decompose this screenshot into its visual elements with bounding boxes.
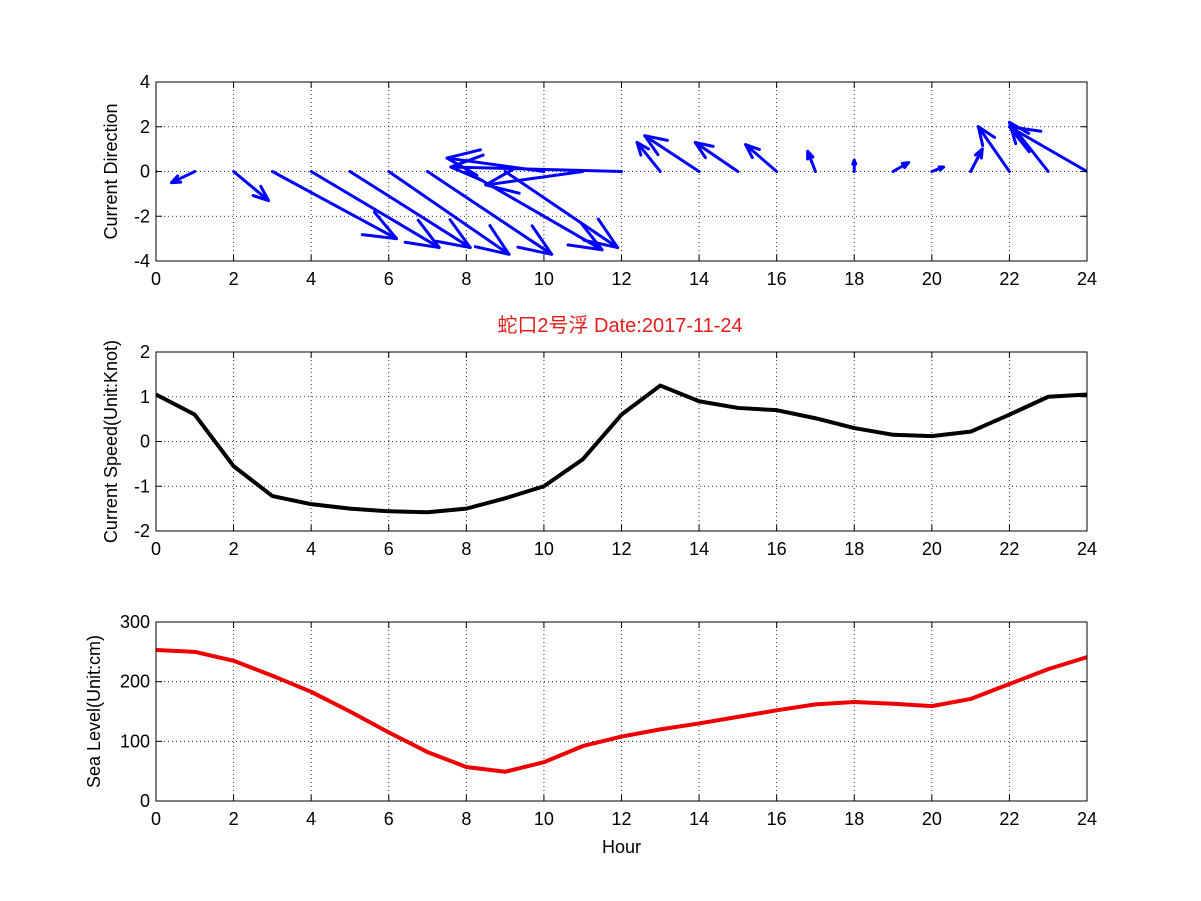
x-tick-label: 24 — [1077, 269, 1097, 289]
x-tick-label: 24 — [1077, 539, 1097, 559]
x-tick-label: 8 — [461, 269, 471, 289]
y-tick-label: 0 — [140, 162, 150, 182]
y-tick-label: 300 — [120, 612, 150, 632]
y-tick-label: -4 — [134, 251, 150, 271]
x-tick-label: 10 — [534, 809, 554, 829]
current-direction-arrows — [156, 120, 1087, 256]
x-tick-label: 0 — [151, 539, 161, 559]
x-tick-label: 2 — [229, 539, 239, 559]
x-tick-label: 14 — [689, 539, 709, 559]
x-tick-label: 22 — [999, 269, 1019, 289]
y-tick-label: -1 — [134, 476, 150, 496]
current-arrow — [744, 143, 779, 173]
current-arrow — [693, 140, 740, 173]
series-line — [156, 648, 1087, 774]
current-arrow — [891, 161, 911, 173]
y-tick-label: 0 — [140, 791, 150, 811]
x-tick-label: 8 — [461, 539, 471, 559]
x-tick-label: 4 — [306, 269, 316, 289]
x-tick-label: 12 — [611, 809, 631, 829]
x-tick-label: 0 — [151, 269, 161, 289]
current-arrow — [635, 140, 662, 173]
sea-level-y-label: Sea Level(Unit:cm) — [84, 635, 104, 788]
x-tick-label: 6 — [384, 269, 394, 289]
x-tick-label: 6 — [384, 539, 394, 559]
x-tick-label: 20 — [922, 539, 942, 559]
current-speed-y-ticks: -2 -1 0 1 2 — [134, 342, 1087, 541]
y-tick-label: -2 — [134, 521, 150, 541]
figure-title: 蛇口2号浮 Date:2017-11-24 — [497, 314, 742, 337]
y-tick-label: 200 — [120, 672, 150, 692]
sea-level-series — [156, 648, 1087, 774]
current-arrow — [387, 170, 511, 256]
current-direction-y-ticks: -4 -2 0 2 4 — [134, 72, 1087, 271]
current-direction-y-label: Current Direction — [101, 103, 121, 239]
current-arrow — [170, 170, 197, 185]
x-tick-label: 24 — [1077, 809, 1097, 829]
series-line — [156, 383, 1087, 515]
x-tick-label: 4 — [306, 539, 316, 559]
current-arrow — [806, 149, 817, 173]
current-arrow — [643, 134, 701, 173]
x-tick-label: 10 — [534, 539, 554, 559]
x-tick-label: 12 — [611, 539, 631, 559]
sea-level-y-ticks: 0 100 200 300 — [120, 612, 1087, 811]
x-tick-label: 20 — [922, 809, 942, 829]
x-tick-label: 2 — [229, 269, 239, 289]
current-arrow — [270, 170, 399, 241]
current-arrow — [976, 125, 1011, 173]
current-arrow — [484, 166, 585, 195]
y-tick-label: 100 — [120, 731, 150, 751]
current-arrow — [449, 153, 623, 183]
current-arrow — [969, 147, 984, 173]
x-tick-label: 10 — [534, 269, 554, 289]
y-tick-label: -2 — [134, 206, 150, 226]
current-speed-x-ticks: 0 2 4 6 8 10 12 14 16 18 20 22 24 — [151, 352, 1097, 559]
x-tick-label: 18 — [844, 539, 864, 559]
current-arrow — [348, 170, 472, 250]
x-tick-label: 22 — [999, 539, 1019, 559]
x-tick-label: 16 — [767, 269, 787, 289]
x-tick-label: 0 — [151, 809, 161, 829]
x-tick-label: 6 — [384, 809, 394, 829]
sea-level-x-label: Hour — [602, 837, 641, 857]
current-arrow — [930, 165, 945, 173]
x-tick-label: 4 — [306, 809, 316, 829]
x-tick-label: 20 — [922, 269, 942, 289]
x-tick-label: 14 — [689, 269, 709, 289]
x-tick-label: 16 — [767, 539, 787, 559]
y-tick-label: 4 — [140, 72, 150, 92]
current-direction-x-ticks: 0 2 4 6 8 10 12 14 16 18 20 22 24 — [151, 82, 1097, 289]
current-arrow — [851, 158, 858, 173]
y-tick-label: 0 — [140, 432, 150, 452]
x-tick-label: 8 — [461, 809, 471, 829]
x-tick-label: 12 — [611, 269, 631, 289]
current-arrow — [426, 170, 554, 256]
y-tick-label: 2 — [140, 342, 150, 362]
x-tick-label: 18 — [844, 269, 864, 289]
x-tick-label: 22 — [999, 809, 1019, 829]
y-tick-label: 1 — [140, 387, 150, 407]
y-tick-label: 2 — [140, 117, 150, 137]
current-arrow — [232, 170, 270, 203]
current-arrow — [1007, 125, 1087, 173]
x-tick-label: 2 — [229, 809, 239, 829]
x-tick-label: 16 — [767, 809, 787, 829]
current-speed-series — [156, 383, 1087, 515]
current-arrow — [309, 170, 441, 250]
x-tick-label: 18 — [844, 809, 864, 829]
current-speed-y-label: Current Speed(Unit:Knot) — [101, 340, 121, 543]
current-arrow — [503, 170, 620, 250]
sea-level-x-ticks: 0 2 4 6 8 10 12 14 16 18 20 22 24 — [151, 622, 1097, 829]
x-tick-label: 14 — [689, 809, 709, 829]
